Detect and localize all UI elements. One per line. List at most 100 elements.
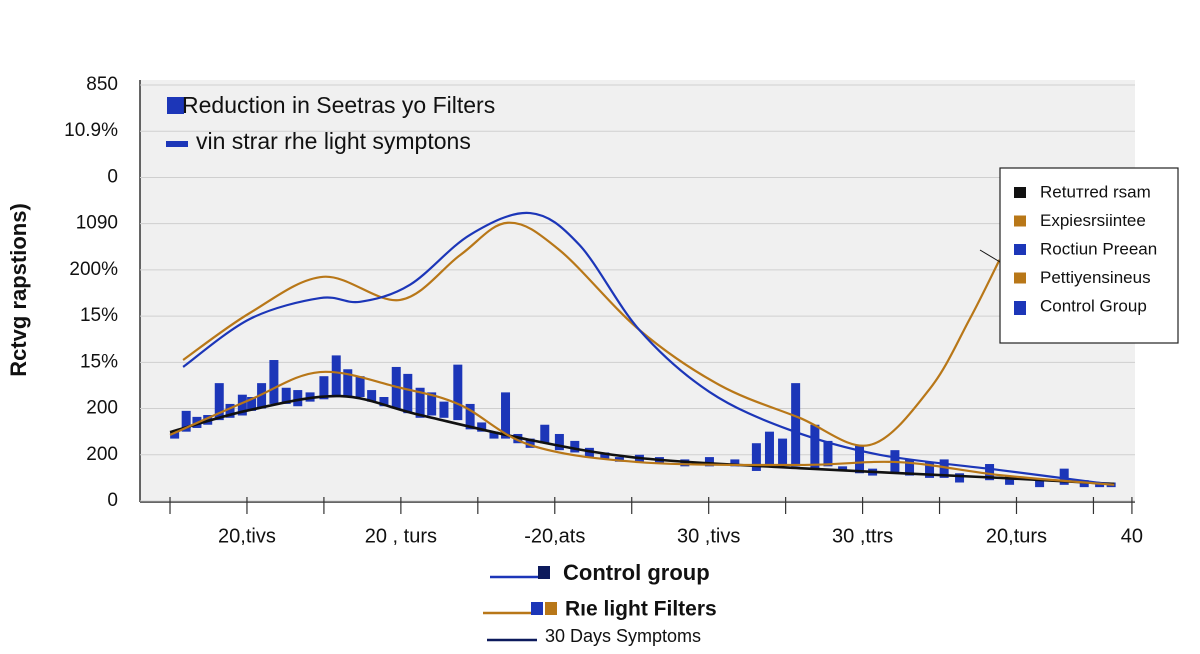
bar <box>343 369 353 397</box>
bar <box>225 403 235 418</box>
x-tick-label: 20,turs <box>986 525 1047 547</box>
legend: Retuтred rsam Expiesrsiintee Roctiun Preea… <box>999 167 1179 344</box>
bar <box>525 438 535 448</box>
bottom-legend: Control group Rıe light Filters 30 Days Sy… <box>483 560 717 646</box>
bar <box>823 440 833 467</box>
y-tick-label: 1090 <box>76 213 118 234</box>
bar <box>905 459 915 476</box>
series-line <box>182 221 1001 447</box>
bar <box>985 464 995 481</box>
bar <box>554 433 564 451</box>
legend-marker <box>1014 272 1026 284</box>
bar <box>427 392 437 416</box>
bar <box>1005 475 1015 485</box>
bar <box>751 443 761 471</box>
bar <box>489 431 499 439</box>
bar <box>170 431 180 439</box>
bar <box>540 424 550 444</box>
x-tick-label: 20 , turs <box>365 525 437 547</box>
bar <box>791 383 801 467</box>
y-tick-label: 850 <box>86 74 118 95</box>
bar <box>269 360 279 404</box>
y-tick-label: 200 <box>86 398 118 419</box>
bar <box>453 364 463 421</box>
bar <box>600 452 610 460</box>
y-tick-label: 0 <box>107 166 118 187</box>
bar <box>367 390 377 402</box>
y-tick-label: 0 <box>107 490 118 511</box>
bar <box>379 397 389 407</box>
bar <box>181 410 191 432</box>
bar <box>838 466 848 471</box>
title-icon <box>167 97 184 114</box>
bar <box>730 459 740 467</box>
bar <box>778 438 788 465</box>
legend-box <box>999 167 1179 344</box>
legend-label: Roctiun Preean <box>1040 239 1157 258</box>
plot-background <box>140 80 1135 502</box>
bar <box>293 390 303 407</box>
bar <box>810 424 820 469</box>
legend-label: Pettiyensineus <box>1040 268 1151 287</box>
y-tick-label: 200% <box>69 259 118 280</box>
bar <box>319 376 329 400</box>
bar <box>214 383 224 421</box>
bar <box>403 373 413 414</box>
bar <box>477 422 487 432</box>
x-tick-label: -20,ats <box>524 525 585 547</box>
bar <box>955 473 965 483</box>
bar <box>237 394 247 416</box>
x-tick-label: 30 ,tivs <box>677 525 740 547</box>
legend-label: Retuтred rsam <box>1040 182 1151 201</box>
bar <box>1059 468 1069 485</box>
y-tick-label: 200 <box>86 444 118 465</box>
bar <box>501 392 511 439</box>
bar <box>1095 482 1105 488</box>
bar <box>355 376 365 397</box>
x-tick-label: 20,tivs <box>218 525 276 547</box>
series-line <box>169 370 1115 486</box>
y-tick-label: 15% <box>80 305 118 326</box>
bottom-legend-label: Rıe light Filters <box>565 598 717 621</box>
legend-marker <box>1014 215 1026 227</box>
x-tick-label: 40 <box>1121 525 1143 547</box>
annotation-line <box>979 249 1001 263</box>
bottom-legend-label: 30 Days Symptoms <box>545 626 701 646</box>
bar <box>247 397 257 411</box>
bar <box>925 461 935 478</box>
legend-label: Expiesrsiintee <box>1040 211 1146 230</box>
legend-marker <box>1014 301 1026 315</box>
bar <box>331 355 341 397</box>
bar <box>281 387 291 404</box>
legend-label: Control Group <box>1040 296 1147 315</box>
legend-marker <box>1014 244 1026 255</box>
bottom-legend-marker <box>538 566 550 579</box>
plot-area <box>140 84 1135 502</box>
bar <box>257 383 267 409</box>
bottom-legend-label: Control group <box>563 560 710 585</box>
bar <box>584 447 594 458</box>
bottom-legend-marker <box>531 602 543 615</box>
bar <box>439 401 449 418</box>
legend-marker <box>1014 187 1026 198</box>
bar <box>855 445 865 474</box>
bar <box>1035 480 1045 488</box>
bar <box>465 403 475 430</box>
chart-title: Reduction in Seetras yo Filters <box>182 92 495 118</box>
chart-subtitle: vin strar rhe light symptons <box>196 128 471 154</box>
bar <box>1079 480 1089 488</box>
bottom-legend-marker <box>545 602 557 615</box>
y-tick-label: 10.9% <box>64 120 118 141</box>
x-tick-label: 30 ,ttrs <box>832 525 893 547</box>
bar <box>614 457 624 462</box>
subtitle-icon <box>166 141 188 147</box>
y-tick-label: 15% <box>80 351 118 372</box>
bar <box>764 431 774 465</box>
series-line <box>169 394 1115 486</box>
bar <box>704 457 714 467</box>
bar <box>415 387 425 418</box>
bar <box>939 459 949 478</box>
series-line <box>182 211 1115 486</box>
y-axis-label: Rctvg rapstions) <box>6 203 31 377</box>
